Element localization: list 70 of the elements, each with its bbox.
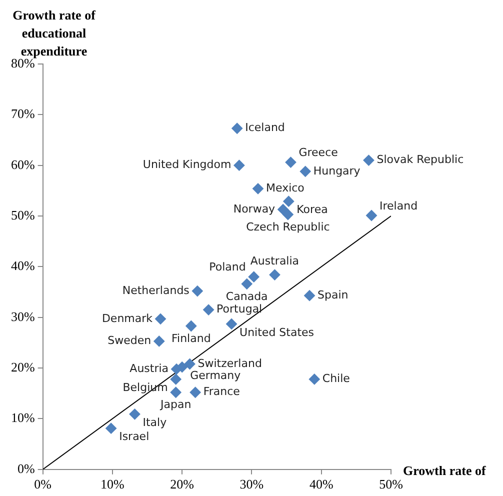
point	[234, 160, 245, 171]
annotation: Sweden	[108, 334, 152, 348]
point	[285, 156, 296, 168]
point	[366, 210, 378, 222]
point	[176, 362, 188, 373]
x-tick-label: 40%	[309, 476, 334, 492]
annotation: Norway	[233, 202, 276, 216]
point	[170, 386, 182, 398]
point	[154, 336, 165, 347]
point	[186, 320, 197, 332]
annotation: Netherlands	[122, 284, 190, 297]
annotation: Portugal	[216, 302, 262, 316]
x-tick-label: 20%	[170, 476, 194, 492]
point	[184, 358, 196, 370]
x-tick-label: 30%	[240, 476, 264, 492]
point	[155, 313, 166, 324]
annotation: Japan	[159, 398, 192, 412]
annotation: Denmark	[102, 312, 154, 325]
annotation: United States	[240, 326, 314, 339]
annotation: Germany	[190, 368, 242, 382]
annotation: France	[203, 385, 240, 398]
y-tick-label: 0%	[17, 460, 35, 476]
y-tick-label: 10%	[10, 410, 35, 426]
annotation: Spain	[318, 288, 348, 302]
x-tick-label: 0%	[34, 476, 52, 492]
point	[269, 269, 280, 280]
point	[203, 304, 214, 316]
point	[170, 374, 182, 385]
point	[282, 209, 294, 220]
annotation: Chile	[322, 372, 350, 386]
annotation: Iceland	[245, 121, 285, 134]
point	[192, 286, 203, 297]
annotation: Ireland	[380, 199, 418, 212]
annotation: Poland	[209, 260, 246, 274]
point	[241, 278, 252, 290]
annotation: Australia	[250, 254, 300, 268]
annotation: Mexico	[266, 182, 305, 195]
annotation: Austria	[130, 362, 169, 375]
y-tick-label: 50%	[10, 207, 35, 222]
annotation: Switzerland	[198, 356, 262, 370]
point	[308, 374, 320, 385]
annotation: Italy	[142, 416, 168, 430]
point	[300, 166, 311, 177]
point	[226, 318, 238, 330]
annotation: Canada	[226, 290, 268, 303]
point	[304, 290, 316, 302]
annotation: Slovak Republic	[376, 153, 464, 166]
point	[252, 183, 264, 194]
annotation: Israel	[119, 430, 150, 444]
annotation: Czech Republic	[246, 220, 330, 234]
annotation: Finland	[171, 332, 211, 345]
x-tick-label: 50%	[379, 476, 404, 492]
point	[232, 122, 243, 134]
point	[190, 386, 201, 398]
point	[283, 196, 294, 207]
x-tick-label: 10%	[100, 476, 125, 492]
point	[129, 408, 140, 420]
y-tick-label: 20%	[10, 359, 35, 374]
x-axis-title: Growth rate of	[403, 462, 486, 478]
y-tick-label: 70%	[10, 106, 35, 122]
point	[248, 271, 260, 282]
y-tick-label: 60%	[10, 156, 35, 172]
y-tick-label: 30%	[10, 308, 35, 324]
annotation: Greece	[298, 146, 338, 160]
y-tick-label: 40%	[10, 258, 35, 274]
annotation: United Kingdom	[142, 158, 232, 172]
annotation: Korea	[296, 203, 328, 216]
point	[363, 154, 374, 166]
point	[106, 422, 117, 434]
annotation: Hungary	[313, 164, 361, 178]
